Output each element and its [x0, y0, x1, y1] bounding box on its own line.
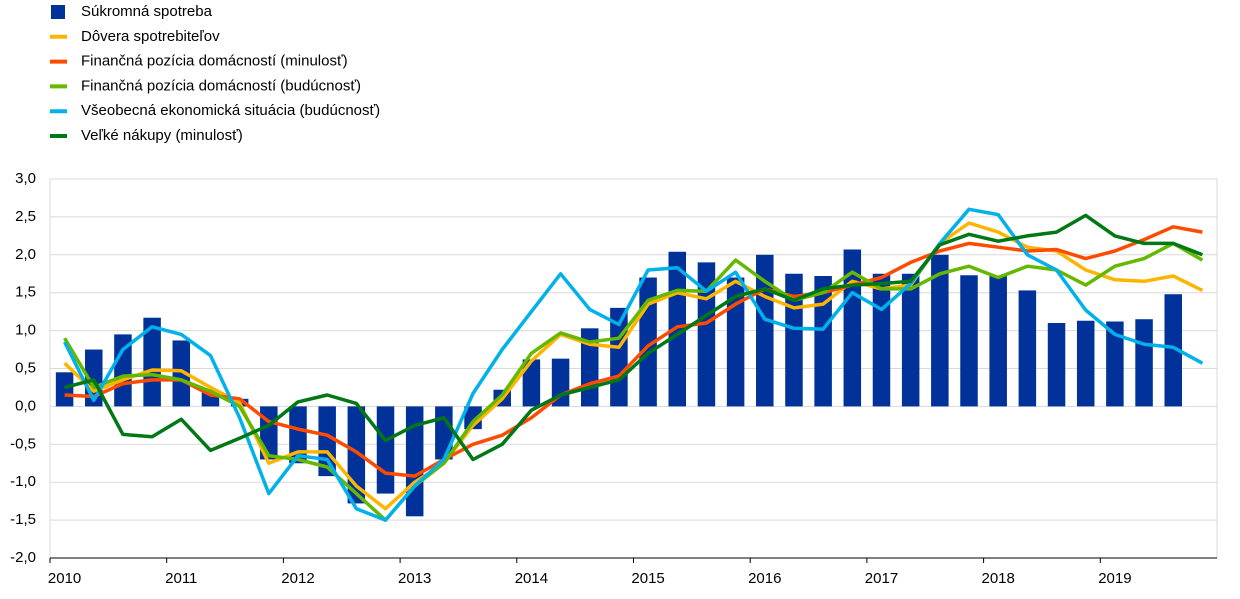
bar	[114, 334, 132, 407]
bar	[1164, 294, 1182, 407]
bar	[376, 406, 395, 494]
y-tick-label: 0,0	[15, 397, 36, 414]
bar	[1076, 320, 1095, 407]
x-tick-label: 2014	[515, 570, 548, 587]
legend-label: Finančná pozícia domácností (minulosť)	[81, 53, 348, 70]
bar	[872, 273, 891, 407]
legend-label: Všeobecná ekonomická situácia (budúcnosť…	[81, 102, 380, 119]
x-tick-label: 2015	[631, 570, 664, 587]
bar	[843, 249, 862, 407]
x-tick-label: 2017	[865, 570, 898, 587]
bar	[726, 277, 745, 407]
bar	[989, 276, 1007, 407]
x-tick-label: 2019	[1098, 570, 1131, 587]
y-tick-label: 1,5	[15, 284, 36, 301]
y-tick-label: -1,5	[10, 511, 36, 528]
bar	[1135, 319, 1153, 407]
bar	[55, 372, 74, 407]
bar	[931, 254, 949, 407]
line	[63, 207, 1204, 522]
legend-label: Finančná pozícia domácností (budúcnosť)	[81, 77, 361, 94]
bar	[901, 273, 920, 407]
bar	[172, 340, 191, 407]
y-tick-label: 2,5	[15, 208, 36, 225]
y-tick-label: -2,0	[10, 549, 36, 566]
line	[64, 213, 1204, 462]
x-tick-label: 2012	[281, 570, 314, 587]
bar	[1047, 323, 1066, 407]
bar	[1018, 290, 1037, 407]
bar	[814, 276, 832, 407]
line	[64, 225, 1203, 478]
x-tick-label: 2018	[982, 570, 1015, 587]
legend-label: Súkromná spotreba	[81, 3, 213, 20]
bar	[1106, 321, 1124, 407]
legend-label: Veľké nákupy (minulosť)	[81, 127, 243, 144]
y-tick-label: -1,0	[10, 473, 36, 490]
bar	[143, 317, 161, 407]
bar	[289, 406, 307, 464]
y-tick-label: 2,0	[15, 246, 36, 263]
y-tick-label: 0,5	[15, 359, 36, 376]
x-tick-label: 2016	[748, 570, 781, 587]
bar	[435, 406, 453, 460]
legend-label: Dôvera spotrebiteľov	[81, 28, 220, 45]
legend-swatch	[51, 5, 65, 19]
y-tick-label: 3,0	[15, 170, 36, 187]
y-tick-label: 1,0	[15, 322, 36, 339]
bar	[522, 359, 541, 407]
bar	[960, 275, 978, 407]
x-tick-label: 2011	[165, 570, 197, 587]
x-tick-label: 2010	[48, 570, 81, 587]
y-tick-label: -0,5	[10, 435, 36, 452]
x-tick-label: 2013	[398, 570, 431, 587]
